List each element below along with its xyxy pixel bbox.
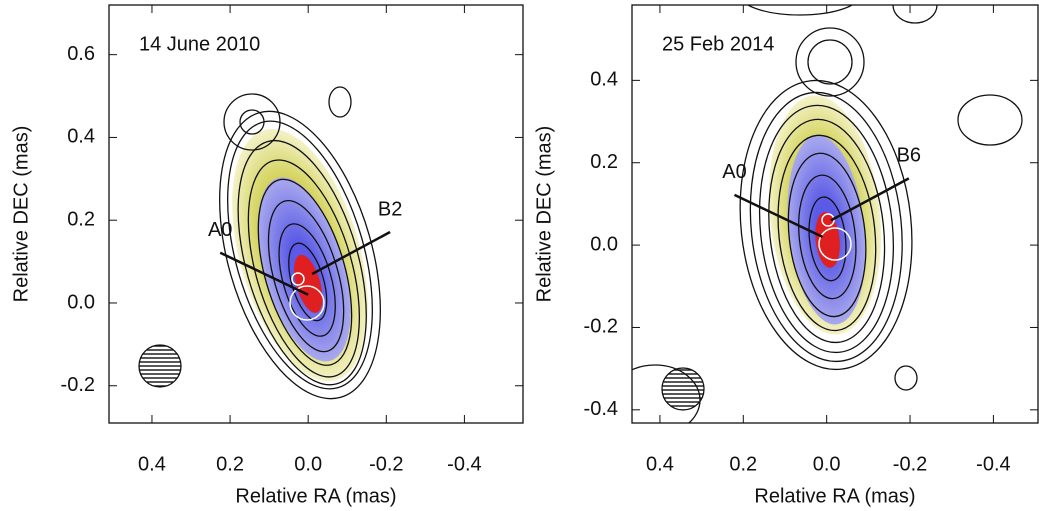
y-tick-label: -0.2 — [61, 374, 95, 396]
figure: 0.4 0.2 0.0 -0.2 -0.4 -0.2 0.0 0.2 0.4 0.6 Relativ… — [0, 0, 1039, 511]
annotation-label: A0 — [208, 219, 232, 241]
y-tick-label: 0.2 — [590, 151, 618, 173]
x-tick-label: 0.4 — [646, 453, 674, 475]
x-axis-label: Relative RA (mas) — [235, 485, 396, 507]
annotation-label: B2 — [378, 198, 402, 220]
y-tick-label: -0.4 — [584, 398, 618, 420]
y-axis-label: Relative DEC (mas) — [533, 126, 555, 303]
x-tick-label: -0.2 — [369, 453, 403, 475]
panel-label: 25 Feb 2014 — [662, 33, 774, 55]
x-tick-label: -0.4 — [447, 453, 481, 475]
annotation-label: B6 — [897, 145, 921, 167]
y-axis-label: Relative DEC (mas) — [10, 126, 32, 303]
contour-map — [139, 87, 410, 417]
y-tick-label: 0.0 — [590, 233, 618, 255]
x-tick-label: 0.2 — [216, 453, 244, 475]
annotation-label: A0 — [722, 161, 746, 183]
x-tick-label: -0.4 — [976, 453, 1010, 475]
contour-map — [610, 0, 1022, 435]
y-tick-label: 0.4 — [67, 126, 95, 148]
y-tick-label: -0.2 — [584, 316, 618, 338]
y-tick-label: 0.4 — [590, 69, 618, 91]
x-tick-label: 0.0 — [813, 453, 841, 475]
x-tick-label: -0.2 — [893, 453, 927, 475]
x-tick-label: 0.4 — [138, 453, 166, 475]
x-tick-label: 0.0 — [294, 453, 322, 475]
x-tick-label: 0.2 — [729, 453, 757, 475]
x-axis-label: Relative RA (mas) — [754, 485, 915, 507]
y-tick-label: 0.2 — [67, 208, 95, 230]
y-tick-label: 0.6 — [67, 43, 95, 65]
panel-label: 14 June 2010 — [139, 33, 260, 55]
y-tick-label: 0.0 — [67, 291, 95, 313]
